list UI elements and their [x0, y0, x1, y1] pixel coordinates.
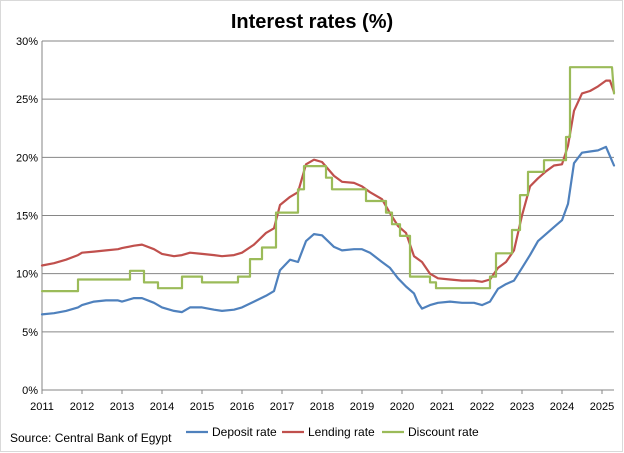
- legend: Deposit rate Lending rate Discount rate: [186, 425, 479, 439]
- y-tick-label: 0%: [22, 385, 38, 397]
- x-tick-label: 2015: [190, 401, 214, 413]
- chart-title: Interest rates (%): [231, 11, 393, 33]
- y-tick-label: 25%: [16, 94, 38, 106]
- y-tick-label: 30%: [16, 36, 38, 48]
- x-tick-label: 2020: [390, 401, 414, 413]
- gridlines: [42, 40, 614, 391]
- x-tick-label: 2024: [550, 401, 574, 413]
- series-lines: [40, 66, 616, 316]
- x-tick-label: 2014: [150, 401, 174, 413]
- x-tick-label: 2023: [510, 401, 534, 413]
- series-line-discount-rate: [40, 66, 616, 293]
- x-tick-label: 2017: [270, 401, 294, 413]
- legend-label: Discount rate: [408, 425, 479, 439]
- series-line-lending-rate: [40, 79, 616, 283]
- x-tick-label: 2025: [590, 401, 614, 413]
- y-tick-label: 10%: [16, 269, 38, 281]
- x-tick-label: 2021: [430, 401, 454, 413]
- axes: 0% 5% 10% 15% 20% 25% 30% 2011 2012 2013 2014 2015 2…: [16, 36, 614, 413]
- legend-label: Deposit rate: [212, 425, 277, 439]
- x-tick-label: 2016: [230, 401, 254, 413]
- x-tick-label: 2019: [350, 401, 374, 413]
- series-line-deposit-rate: [40, 145, 616, 316]
- x-tick-label: 2011: [30, 401, 54, 413]
- legend-label: Lending rate: [308, 425, 375, 439]
- x-tick-label: 2013: [110, 401, 134, 413]
- y-tick-label: 15%: [16, 211, 38, 223]
- y-tick-label: 5%: [22, 327, 38, 339]
- x-tick-label: 2012: [70, 401, 94, 413]
- y-tick-label: 20%: [16, 152, 38, 164]
- x-tick-label: 2018: [310, 401, 334, 413]
- source-note: Source: Central Bank of Egypt: [10, 431, 172, 445]
- x-tick-label: 2022: [470, 401, 494, 413]
